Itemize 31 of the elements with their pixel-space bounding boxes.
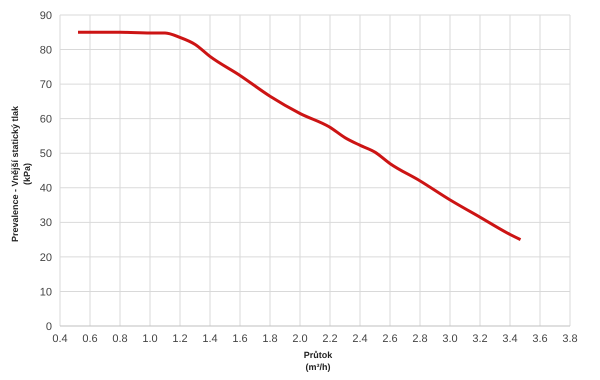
y-tick-label: 90 — [40, 10, 52, 22]
y-tick-label: 50 — [40, 148, 52, 160]
line-series — [76, 30, 522, 242]
x-tick-label: 1.0 — [142, 332, 158, 345]
x-tick-label: 3.8 — [562, 332, 578, 345]
y-tick-label: 10 — [40, 286, 52, 298]
x-tick-label: 2.8 — [412, 332, 428, 345]
x-tick-label: 3.2 — [472, 332, 488, 345]
x-tick-label: 2.4 — [352, 332, 368, 345]
y-tick-label: 20 — [40, 252, 52, 264]
x-tick-label: 2.6 — [382, 332, 398, 345]
y-axis-title: Prevalence - Vnější statický tlak (kPa) — [10, 104, 32, 242]
x-tick-label: 3.0 — [442, 332, 458, 345]
y-tick-label: 60 — [40, 114, 52, 126]
x-tick-label: 1.2 — [172, 332, 188, 345]
x-tick-label: 3.4 — [502, 332, 518, 345]
x-tick-label: 0.8 — [112, 332, 128, 345]
y-tick-label: 40 — [40, 182, 52, 195]
x-axis-title: Průtok (m³/h) — [304, 350, 334, 372]
y-tick-label: 0 — [46, 320, 52, 333]
x-tick-label: 1.8 — [262, 332, 278, 345]
y-tick-label: 30 — [40, 217, 52, 230]
y-tick-label: 70 — [40, 79, 52, 92]
x-tick-label: 2.2 — [322, 332, 338, 345]
x-tick-label: 0.4 — [52, 332, 68, 345]
x-tick-label: 3.6 — [532, 332, 548, 345]
x-tick-label: 1.6 — [232, 332, 248, 345]
x-tick-label: 1.4 — [202, 332, 218, 345]
x-tick-label: 0.6 — [82, 332, 98, 345]
x-tick-label: 2.0 — [292, 332, 308, 345]
y-tick-label: 80 — [40, 44, 52, 56]
